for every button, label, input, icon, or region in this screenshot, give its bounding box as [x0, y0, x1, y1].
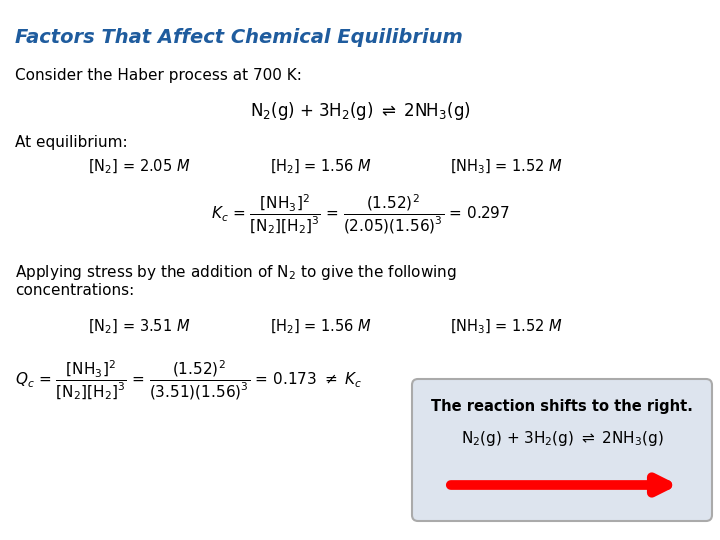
Text: Applying stress by the addition of N$_2$ to give the following: Applying stress by the addition of N$_2$… — [15, 263, 457, 282]
Text: N$_2$(g) + 3H$_2$(g) $\rightleftharpoons$ 2NH$_3$(g): N$_2$(g) + 3H$_2$(g) $\rightleftharpoons… — [461, 429, 663, 448]
Text: concentrations:: concentrations: — [15, 283, 134, 298]
FancyBboxPatch shape — [412, 379, 712, 521]
Text: Consider the Haber process at 700 K:: Consider the Haber process at 700 K: — [15, 68, 302, 83]
Text: N$_2$(g) + 3H$_2$(g) $\rightleftharpoons$ 2NH$_3$(g): N$_2$(g) + 3H$_2$(g) $\rightleftharpoons… — [250, 100, 470, 122]
Text: At equilibrium:: At equilibrium: — [15, 135, 127, 150]
Text: [H$_2$] = 1.56 $\mathit{M}$: [H$_2$] = 1.56 $\mathit{M}$ — [270, 318, 372, 336]
Text: The reaction shifts to the right.: The reaction shifts to the right. — [431, 399, 693, 414]
Text: [H$_2$] = 1.56 $\mathit{M}$: [H$_2$] = 1.56 $\mathit{M}$ — [270, 158, 372, 177]
FancyArrowPatch shape — [451, 477, 667, 493]
Text: Factors That Affect Chemical Equilibrium: Factors That Affect Chemical Equilibrium — [15, 28, 463, 47]
Text: [N$_2$] = 3.51 $\mathit{M}$: [N$_2$] = 3.51 $\mathit{M}$ — [88, 318, 191, 336]
Text: [NH$_3$] = 1.52 $\mathit{M}$: [NH$_3$] = 1.52 $\mathit{M}$ — [450, 158, 563, 177]
Text: [NH$_3$] = 1.52 $\mathit{M}$: [NH$_3$] = 1.52 $\mathit{M}$ — [450, 318, 563, 336]
Text: $\mathit{Q_c}$ = $\dfrac{[\mathrm{NH_3}]^2}{[\mathrm{N_2}][\mathrm{H_2}]^3}$ = $: $\mathit{Q_c}$ = $\dfrac{[\mathrm{NH_3}]… — [15, 358, 362, 402]
Text: $\mathit{K_c}$ = $\dfrac{[\mathrm{NH_3}]^2}{[\mathrm{N_2}][\mathrm{H_2}]^3}$ = $: $\mathit{K_c}$ = $\dfrac{[\mathrm{NH_3}]… — [211, 192, 509, 235]
Text: [N$_2$] = 2.05 $\mathit{M}$: [N$_2$] = 2.05 $\mathit{M}$ — [88, 158, 191, 177]
